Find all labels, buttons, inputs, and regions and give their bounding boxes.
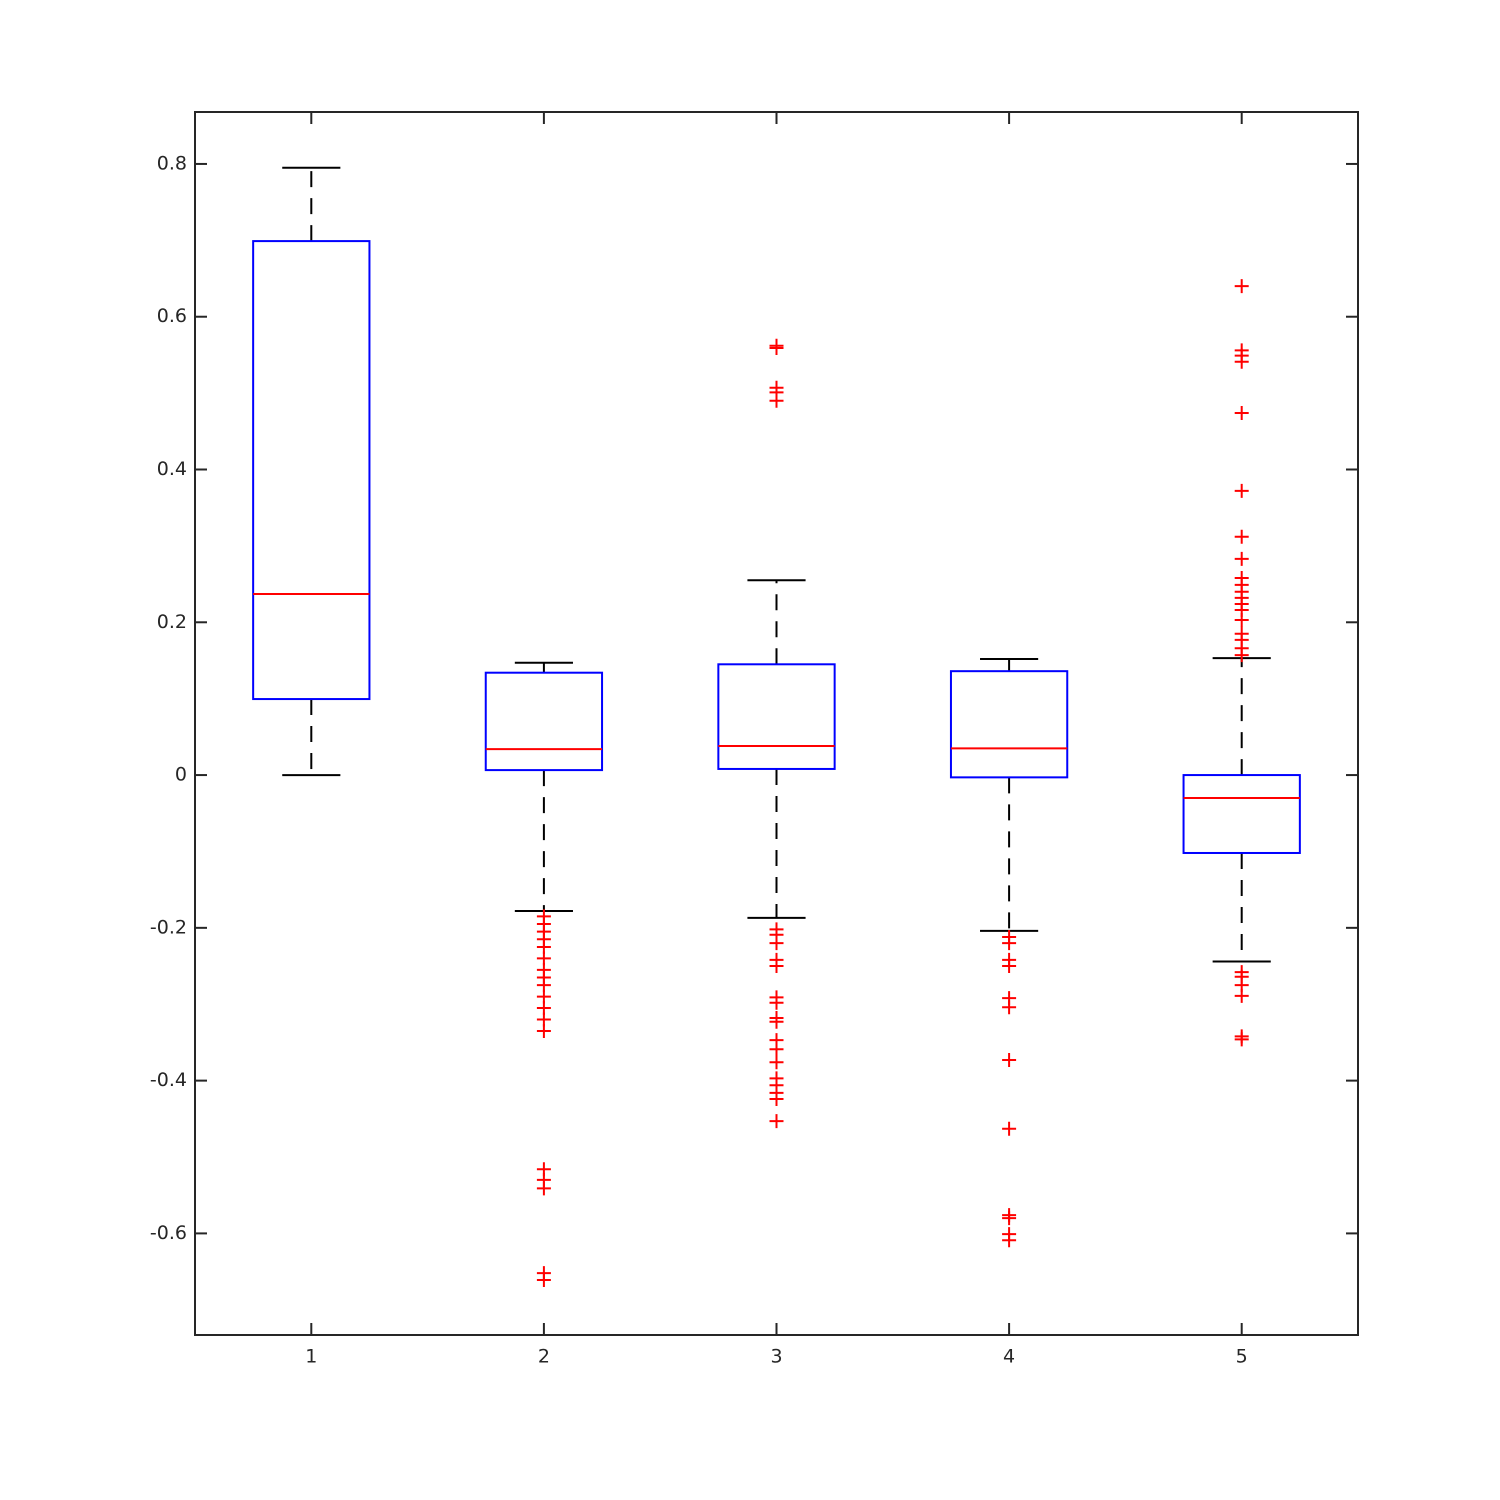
outlier	[1234, 648, 1249, 663]
outlier	[769, 1042, 784, 1057]
outlier	[1002, 1233, 1017, 1248]
outlier	[769, 1091, 784, 1106]
outlier	[769, 936, 784, 951]
x-tick-label: 1	[305, 1346, 317, 1368]
outlier	[1234, 1032, 1249, 1047]
x-tick-label: 4	[1003, 1346, 1015, 1368]
outlier	[1002, 1053, 1017, 1067]
box	[717, 663, 836, 770]
outlier	[1002, 1000, 1017, 1015]
outlier	[769, 1114, 784, 1129]
outlier	[1002, 1211, 1017, 1226]
y-tick-label: 0.4	[157, 458, 187, 480]
box	[252, 240, 371, 701]
outlier	[1234, 551, 1249, 566]
outlier	[536, 1273, 551, 1287]
x-tick-label: 5	[1236, 1346, 1248, 1368]
y-tick-label: -0.6	[150, 1222, 187, 1244]
outlier	[769, 995, 784, 1010]
outlier	[1002, 1121, 1017, 1136]
box	[949, 670, 1069, 779]
outlier	[769, 959, 784, 974]
outlier	[1234, 405, 1249, 420]
y-tick-label: -0.2	[150, 916, 187, 938]
outlier	[1234, 279, 1249, 294]
y-tick-label: 0	[175, 764, 187, 786]
outlier	[769, 341, 784, 356]
x-tick-label: 3	[770, 1346, 782, 1368]
y-tick-label: -0.4	[150, 1069, 187, 1091]
outlier	[1002, 959, 1017, 974]
outlier	[1002, 936, 1017, 951]
outlier	[536, 1181, 551, 1196]
box	[1182, 774, 1301, 854]
x-tick-label: 2	[538, 1346, 550, 1368]
outlier	[1234, 529, 1249, 544]
outlier	[1234, 354, 1249, 369]
outlier	[1234, 483, 1249, 498]
box	[484, 671, 604, 772]
outlier	[769, 1014, 784, 1029]
outlier	[536, 1023, 551, 1038]
outlier	[769, 1055, 784, 1070]
outlier	[769, 393, 784, 408]
y-tick-label: 0.6	[157, 305, 187, 327]
y-tick-label: 0.2	[157, 611, 187, 633]
y-tick-label: 0.8	[157, 152, 187, 174]
outlier	[1234, 612, 1249, 627]
outlier	[1234, 988, 1249, 1003]
